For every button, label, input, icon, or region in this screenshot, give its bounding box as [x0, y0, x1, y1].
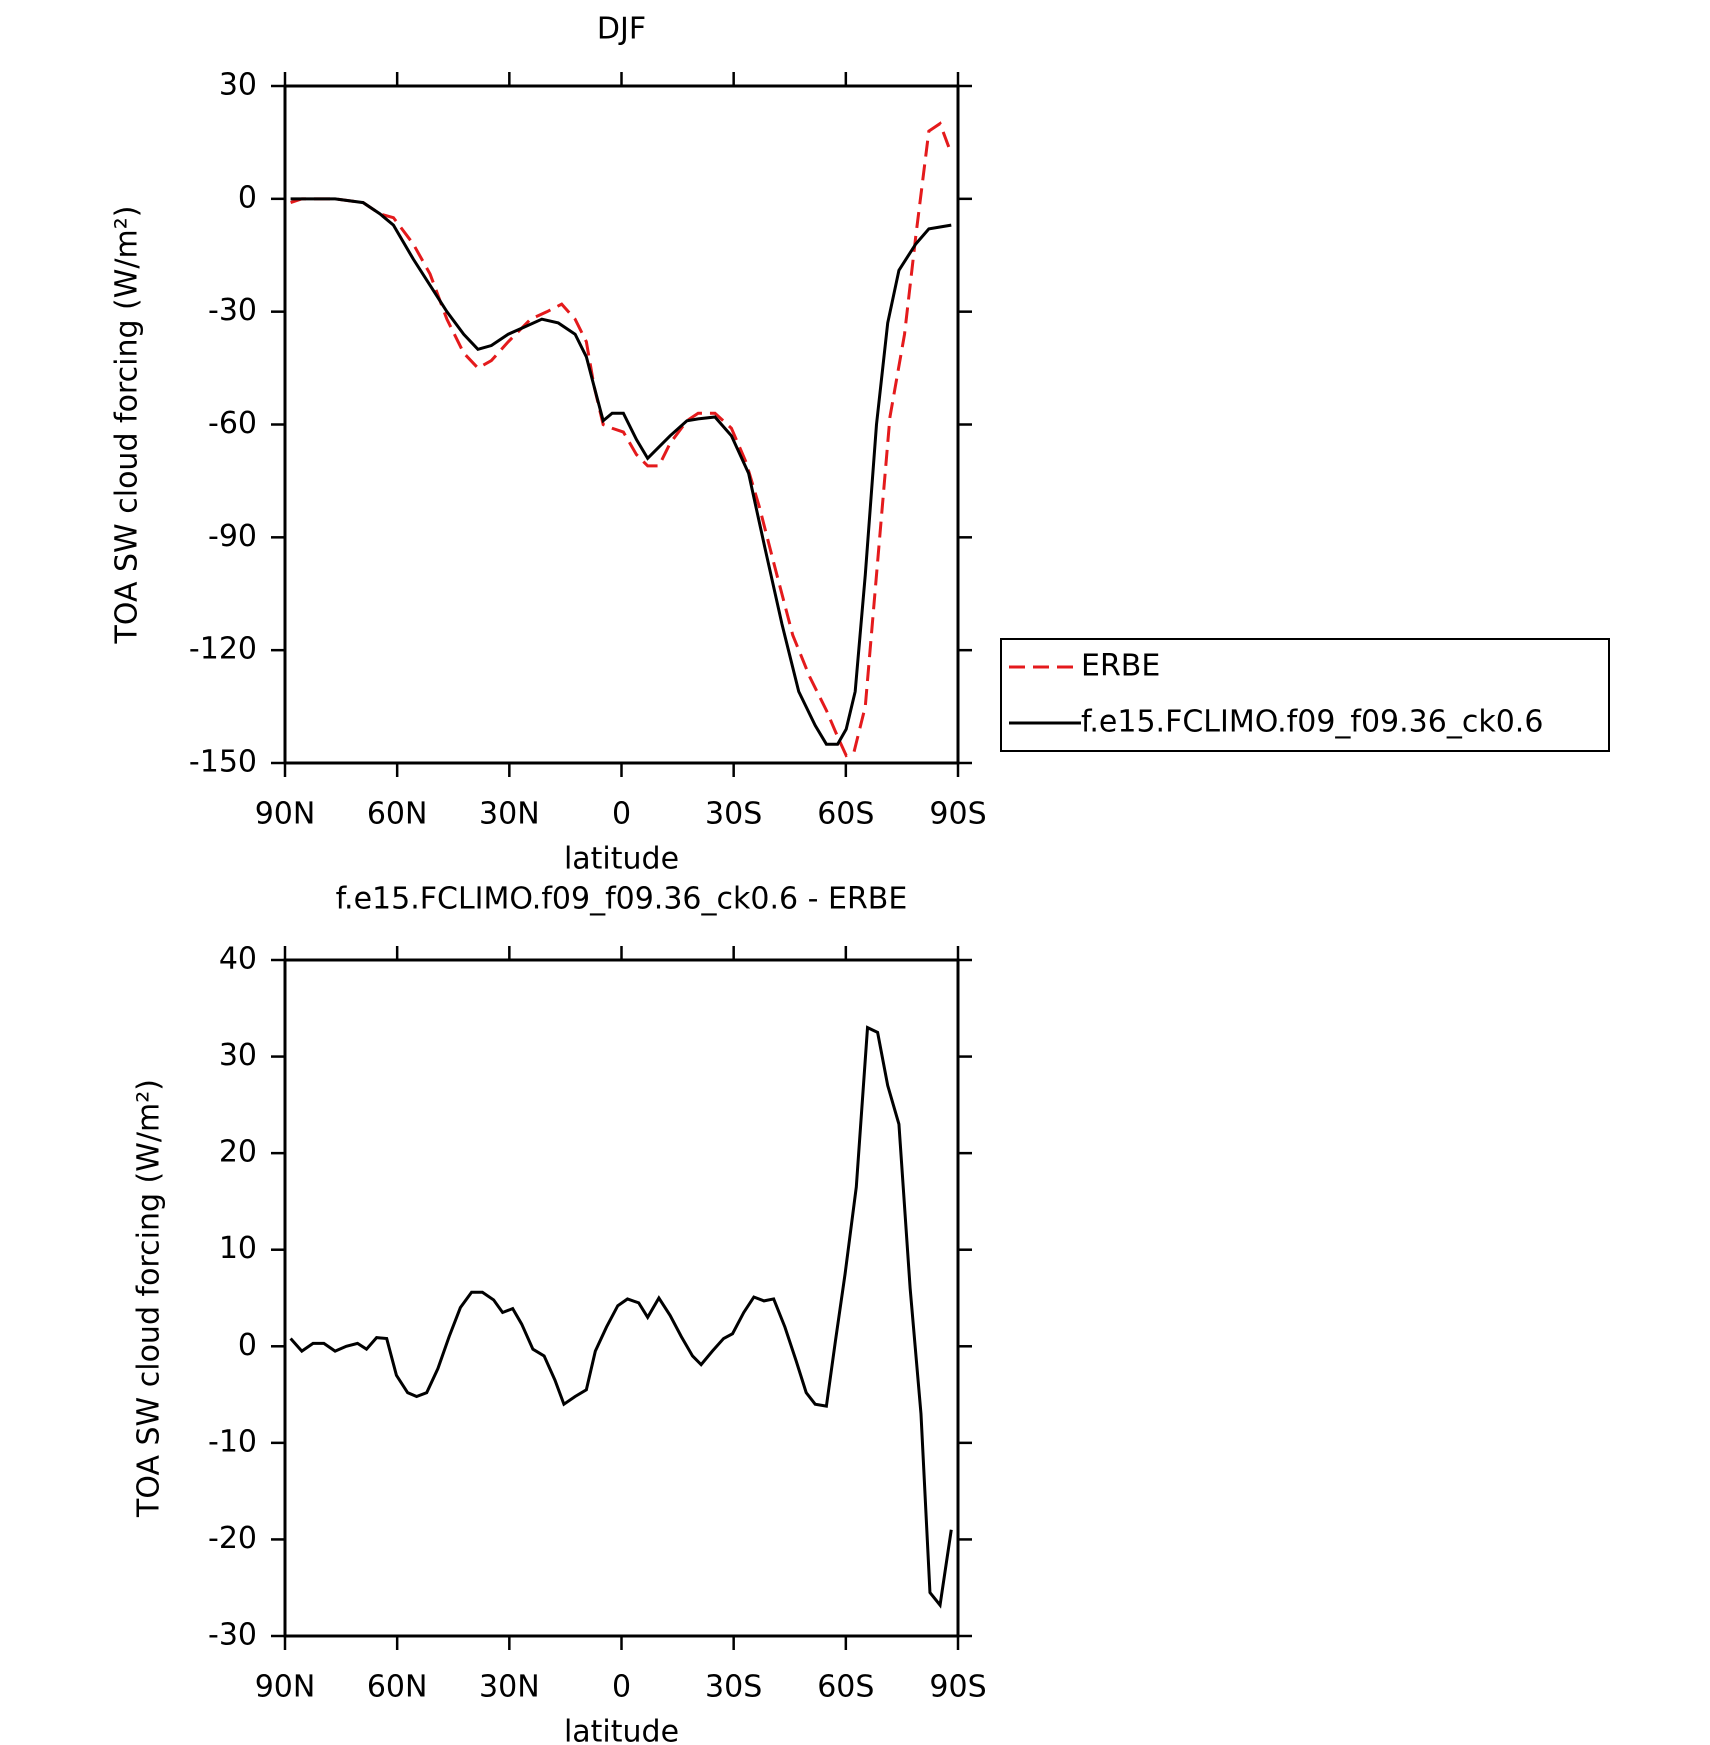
x-axis-label: latitude: [564, 1715, 679, 1745]
y-tick-label: 0: [238, 1328, 257, 1363]
y-tick-label: -120: [189, 632, 257, 667]
legend-label: ERBE: [1081, 649, 1160, 684]
x-tick-label: 30S: [705, 797, 762, 832]
x-tick-label: 60S: [817, 797, 874, 832]
y-tick-label: 30: [219, 1038, 257, 1073]
chart-title: f.e15.FCLIMO.f09_f09.36_ck0.6 - ERBE: [336, 882, 908, 917]
y-tick-label: -20: [208, 1521, 257, 1556]
legend-label: f.e15.FCLIMO.f09_f09.36_ck0.6: [1081, 705, 1543, 740]
x-tick-label: 90N: [255, 797, 316, 832]
y-tick-label: -30: [208, 293, 257, 328]
y-tick-label: -60: [208, 406, 257, 441]
x-tick-label: 30N: [479, 797, 540, 832]
x-tick-label: 90S: [929, 1670, 986, 1705]
x-tick-label: 30N: [479, 1670, 540, 1705]
x-tick-label: 60S: [817, 1670, 874, 1705]
data-line: [290, 197, 952, 746]
data-line: [289, 1025, 953, 1609]
chart-title: DJF: [597, 12, 646, 47]
y-tick-label: 10: [219, 1231, 257, 1266]
x-tick-label: 60N: [367, 797, 428, 832]
y-axis-label: TOA SW cloud forcing (W/m²): [132, 1079, 167, 1518]
data-line: [290, 121, 953, 758]
y-tick-label: -150: [189, 745, 257, 780]
y-axis-label: TOA SW cloud forcing (W/m²): [110, 206, 145, 645]
legend: ERBE f.e15.FCLIMO.f09_f09.36_ck0.6: [1000, 638, 1610, 752]
x-tick-label: 60N: [367, 1670, 428, 1705]
y-tick-label: 20: [219, 1135, 257, 1170]
x-tick-label: 30S: [705, 1670, 762, 1705]
y-tick-label: 0: [238, 180, 257, 215]
legend-box: [1000, 638, 1610, 752]
y-tick-label: -10: [208, 1424, 257, 1459]
x-tick-label: 90N: [255, 1670, 316, 1705]
x-tick-label: 0: [612, 797, 631, 832]
y-tick-label: 40: [219, 942, 257, 977]
y-tick-label: -30: [208, 1618, 257, 1653]
plot-frame: [283, 958, 960, 1638]
y-tick-label: -90: [208, 519, 257, 554]
x-tick-label: 0: [612, 1670, 631, 1705]
x-axis-label: latitude: [564, 842, 679, 877]
y-tick-label: 30: [219, 68, 257, 103]
x-tick-label: 90S: [929, 797, 986, 832]
